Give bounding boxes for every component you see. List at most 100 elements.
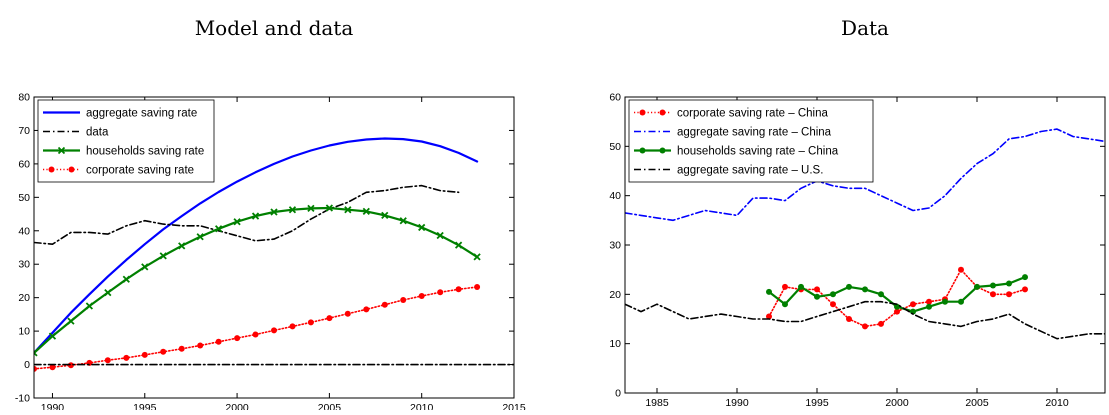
- series-3-point: [782, 301, 788, 308]
- series-1-point: [1022, 286, 1028, 293]
- x-tick-label: 2005: [318, 402, 342, 410]
- series-3-point: [362, 207, 370, 216]
- legend-label: aggregate saving rate – U.S.: [677, 165, 823, 177]
- series-4-point: [400, 297, 407, 303]
- y-tick-label: 0: [615, 388, 621, 400]
- series-3-point: [325, 204, 334, 212]
- series-4-point: [123, 354, 130, 361]
- y-tick-label: 60: [18, 158, 30, 170]
- series-4-point: [381, 301, 388, 308]
- series-4-point: [252, 331, 259, 338]
- series-3-point: [141, 263, 149, 271]
- series-4-point: [160, 348, 167, 355]
- series-1-point: [782, 283, 788, 290]
- series-3-point: [233, 218, 241, 226]
- y-tick-label: 0: [24, 359, 30, 371]
- series-1-point: [846, 316, 852, 322]
- series-4-point: [418, 293, 425, 299]
- y-tick-label: 30: [18, 259, 30, 271]
- series-4-point: [197, 342, 204, 349]
- series-3-point: [178, 242, 186, 250]
- series-line-3: [34, 206, 479, 354]
- series-4-point: [271, 327, 277, 334]
- series-4-point: [34, 365, 37, 372]
- series-4-point: [141, 351, 148, 358]
- series-4-point: [215, 338, 222, 345]
- chart-title: Model and data: [195, 16, 354, 40]
- y-tick-label: 50: [18, 192, 30, 204]
- x-tick-label: 1995: [805, 397, 829, 409]
- series-4-point: [104, 357, 111, 364]
- series-line-2: [625, 128, 1105, 222]
- series-1-point: [1006, 291, 1012, 298]
- axes-frame: [33, 96, 515, 399]
- series-4-point: [344, 310, 351, 317]
- series-1-point: [814, 286, 820, 293]
- series-4-point: [455, 286, 462, 293]
- series-3-point: [798, 283, 804, 290]
- legend-marker: [639, 109, 646, 116]
- series-3-point: [270, 208, 278, 216]
- series-line-4: [625, 300, 1105, 340]
- series-3-point: [104, 289, 112, 297]
- legend-label: aggregate saving rate – China: [677, 127, 832, 139]
- legend-label: households saving rate: [86, 146, 204, 158]
- legend-marker: [639, 147, 646, 154]
- series-3-point: [399, 217, 407, 225]
- series-3-point: [454, 241, 463, 249]
- series-1-point: [990, 291, 996, 298]
- series-3-point: [196, 233, 204, 241]
- y-tick-label: 80: [18, 92, 30, 104]
- legend-label: corporate saving rate – China: [677, 108, 828, 120]
- series-3-point: [381, 211, 389, 220]
- series-3-point: [122, 275, 130, 283]
- chart-title: Data: [841, 16, 889, 40]
- legend-marker: [57, 146, 66, 155]
- y-tick-label: 50: [609, 141, 621, 153]
- series-3-point: [846, 283, 852, 290]
- y-tick-label: 20: [18, 292, 30, 304]
- y-tick-label: 70: [18, 125, 30, 137]
- x-tick-label: 1995: [133, 402, 157, 410]
- legend-label: aggregate saving rate: [86, 108, 197, 120]
- legend-label: households saving rate – China: [677, 146, 839, 158]
- y-tick-label: 40: [18, 225, 30, 237]
- legend: aggregate saving rate data households savi…: [37, 99, 215, 183]
- legend-label: corporate saving rate: [86, 165, 194, 177]
- legend-marker: [48, 166, 55, 173]
- legend-label: data: [86, 127, 109, 139]
- x-tick-label: 2015: [502, 402, 526, 410]
- series-3-point: [67, 317, 75, 325]
- series-3-point: [473, 253, 481, 261]
- series-line-2: [34, 184, 460, 245]
- x-tick-label: 2000: [885, 397, 909, 409]
- legend-marker: [659, 109, 666, 116]
- x-tick-label: 1990: [41, 402, 65, 410]
- series-3-point: [85, 302, 94, 310]
- legend-box: [628, 99, 874, 183]
- legend-box: [37, 99, 215, 183]
- legend: corporate saving rate – China aggregate s…: [628, 99, 874, 183]
- series-4-point: [437, 289, 444, 296]
- series-3-point: [958, 298, 964, 305]
- series-1-point: [766, 313, 772, 320]
- series-3-point: [159, 252, 167, 260]
- series-3-point: [288, 206, 297, 214]
- x-tick-label: 1990: [725, 397, 749, 409]
- series-1-point: [862, 323, 868, 330]
- x-tick-label: 2010: [410, 402, 434, 410]
- plot-area: [34, 137, 514, 372]
- series-3-point: [766, 288, 772, 295]
- series-3-point: [814, 293, 820, 300]
- series-4-point: [363, 306, 370, 313]
- y-tick-label: 10: [18, 326, 30, 338]
- series-4-point: [234, 335, 241, 342]
- series-4-point: [326, 315, 333, 322]
- y-tick-label: 10: [609, 338, 621, 350]
- series-line-1: [768, 268, 1026, 328]
- series-3-point: [1006, 280, 1012, 287]
- series-3-point: [974, 283, 980, 290]
- y-tick-label: 40: [609, 190, 621, 202]
- series-4-point: [49, 364, 56, 371]
